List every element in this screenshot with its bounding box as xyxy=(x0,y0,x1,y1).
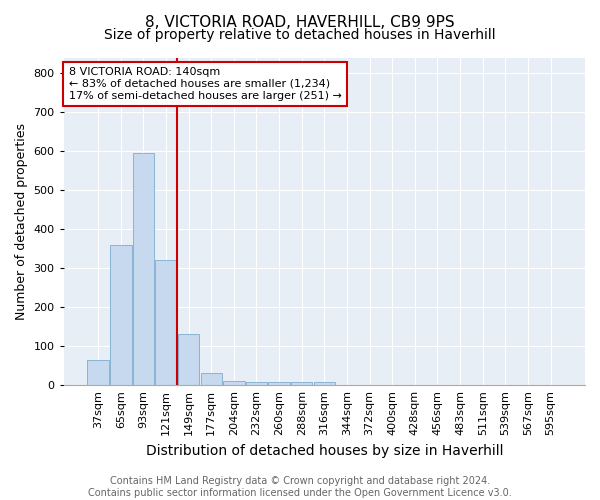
Bar xyxy=(110,244,131,385)
Bar xyxy=(133,153,154,385)
Bar xyxy=(291,382,313,385)
Bar xyxy=(246,382,267,385)
Text: 8, VICTORIA ROAD, HAVERHILL, CB9 9PS: 8, VICTORIA ROAD, HAVERHILL, CB9 9PS xyxy=(145,15,455,30)
Text: 8 VICTORIA ROAD: 140sqm
← 83% of detached houses are smaller (1,234)
17% of semi: 8 VICTORIA ROAD: 140sqm ← 83% of detache… xyxy=(69,68,342,100)
Bar xyxy=(223,382,245,385)
Text: Size of property relative to detached houses in Haverhill: Size of property relative to detached ho… xyxy=(104,28,496,42)
Y-axis label: Number of detached properties: Number of detached properties xyxy=(15,123,28,320)
Bar xyxy=(155,260,177,385)
Bar xyxy=(200,374,222,385)
Text: Contains HM Land Registry data © Crown copyright and database right 2024.
Contai: Contains HM Land Registry data © Crown c… xyxy=(88,476,512,498)
X-axis label: Distribution of detached houses by size in Haverhill: Distribution of detached houses by size … xyxy=(146,444,503,458)
Bar xyxy=(178,334,199,385)
Bar xyxy=(268,382,290,385)
Bar xyxy=(314,382,335,385)
Bar xyxy=(88,360,109,385)
